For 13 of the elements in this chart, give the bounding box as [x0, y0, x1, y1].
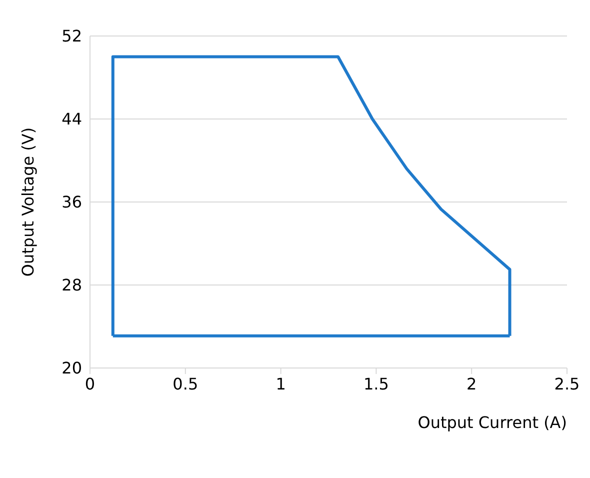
x-axis-title: Output Current (A) [418, 413, 567, 432]
x-tick-label: 2.5 [554, 374, 580, 394]
y-tick-label: 36 [62, 192, 82, 212]
y-tick-label: 52 [62, 26, 82, 46]
y-tick-label: 28 [62, 276, 82, 295]
x-tick-label: 2 [466, 374, 477, 394]
x-tick-label: 1 [276, 374, 286, 394]
y-axis-title: Output Voltage (V) [18, 127, 38, 277]
x-tick-label: 0.5 [172, 374, 198, 394]
x-tick-label: 1.5 [363, 374, 389, 394]
x-tick-label: 0 [84, 374, 96, 394]
y-tick-label: 20 [62, 358, 82, 378]
y-tick-label: 44 [62, 110, 82, 129]
